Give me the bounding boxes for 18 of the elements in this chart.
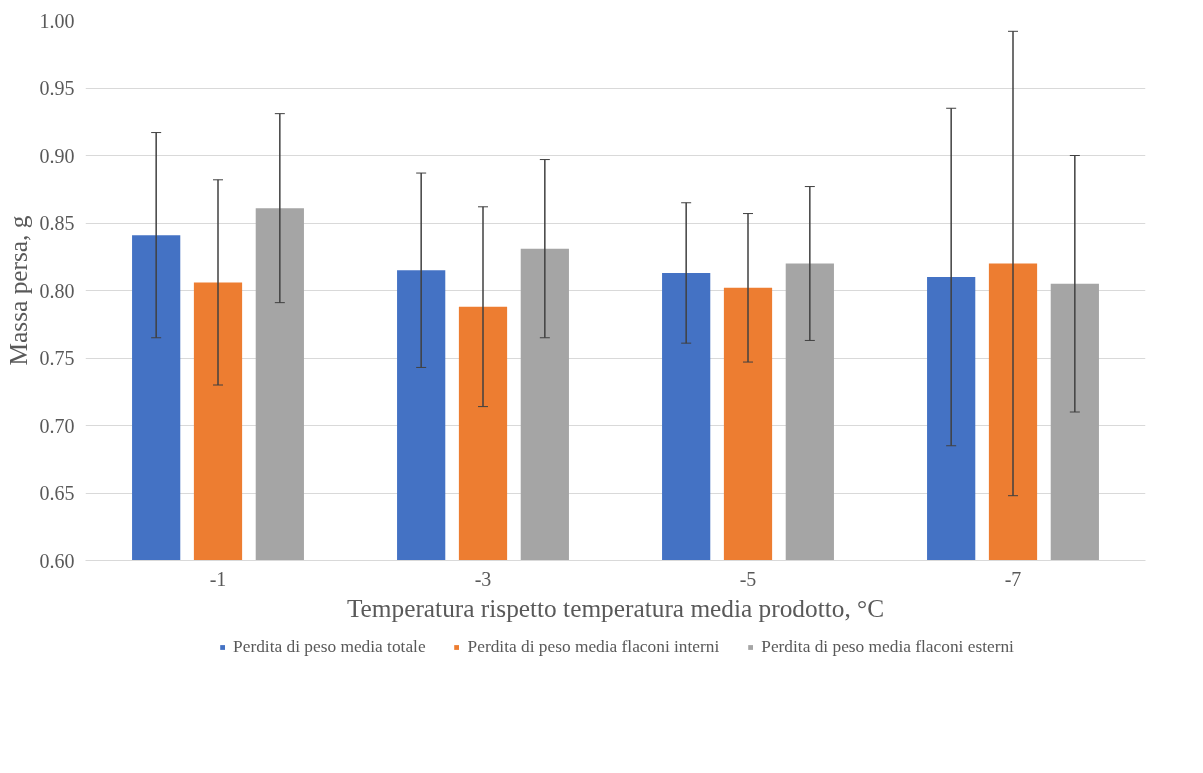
y-tick-label: 1.00 — [39, 9, 75, 32]
y-tick-label: 0.85 — [39, 212, 75, 234]
x-tick-label: -7 — [1004, 567, 1022, 590]
x-axis-title: Temperatura rispetto temperatura media prodotto, °C — [346, 593, 885, 622]
y-tick-label: 0.90 — [39, 144, 75, 167]
y-tick-label: 0.80 — [39, 279, 75, 302]
y-tick-label: 0.65 — [39, 482, 75, 504]
x-tick-label: -1 — [209, 567, 227, 590]
x-tick-label: -3 — [474, 567, 492, 590]
y-tick-label: 0.75 — [39, 347, 75, 369]
legend-label: Perdita di peso media flaconi esterni — [761, 636, 1014, 657]
x-tick-label: -5 — [739, 567, 757, 590]
y-axis-title: Massa persa, g — [3, 215, 32, 366]
y-tick-label: 0.60 — [39, 549, 75, 572]
y-tick-label: 0.70 — [39, 414, 75, 437]
legend-label: Perdita di peso media flaconi interni — [467, 636, 720, 657]
legend-label: Perdita di peso media totale — [233, 636, 426, 657]
y-tick-label: 0.95 — [39, 77, 75, 99]
